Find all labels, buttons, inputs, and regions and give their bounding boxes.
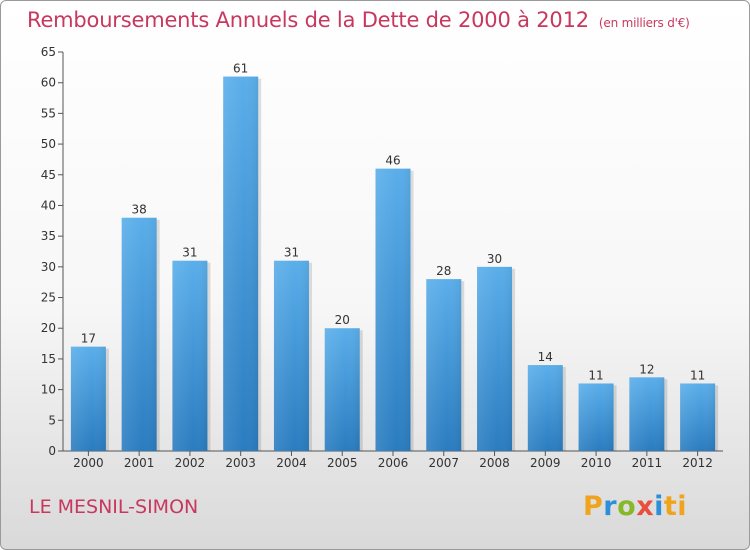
x-tick-label: 2008	[479, 456, 510, 470]
bar-sheen	[172, 260, 208, 451]
y-tick-label: 20	[41, 321, 56, 335]
x-tick-label: 2009	[530, 456, 561, 470]
x-tick-label: 2011	[632, 456, 663, 470]
bar-sheen	[629, 377, 665, 451]
bar-sheen	[477, 266, 513, 451]
logo-letter: o	[617, 491, 637, 522]
bar-sheen	[527, 365, 563, 451]
bar-value-label: 31	[182, 246, 197, 260]
bars-group	[70, 76, 719, 452]
title-unit: (en milliers d'€)	[598, 16, 690, 30]
y-tick-label: 60	[41, 76, 56, 90]
bar-value-label: 20	[335, 313, 350, 327]
y-tick-label: 25	[41, 291, 56, 305]
bar-sheen	[426, 279, 462, 451]
labels-group: 2000 17 2001 38 2002 31 2003 61 2004 31 2005 20 2006…	[73, 62, 713, 470]
x-tick-label: 2005	[327, 456, 358, 470]
bar-value-label: 61	[233, 62, 248, 76]
bar-value-label: 31	[284, 246, 299, 260]
bar-sheen	[578, 383, 614, 451]
y-tick-label: 0	[48, 444, 56, 458]
x-tick-label: 2007	[428, 456, 459, 470]
x-tick-label: 2010	[581, 456, 612, 470]
logo-letter: x	[636, 491, 655, 522]
title-text: Remboursements Annuels de la Dette de 20…	[27, 8, 589, 32]
place-name: LE MESNIL-SIMON	[29, 496, 199, 518]
chart-title: Remboursements Annuels de la Dette de 20…	[27, 8, 690, 32]
bar-sheen	[324, 328, 360, 451]
y-tick-label: 30	[41, 260, 56, 274]
y-tick-label: 35	[41, 229, 56, 243]
bar-sheen	[273, 260, 309, 451]
x-tick-label: 2004	[276, 456, 307, 470]
x-tick-label: 2012	[682, 456, 713, 470]
y-tick-label: 15	[41, 352, 56, 366]
axes: 0 5 10 15 20 25 30 35 40 45 50 55 60 65	[41, 45, 723, 458]
bar-value-label: 12	[639, 362, 654, 376]
x-tick-label: 2006	[378, 456, 409, 470]
bar-value-label: 46	[385, 154, 400, 168]
logo-letter: t	[663, 491, 678, 522]
logo-letter: i	[677, 491, 688, 522]
y-tick-label: 45	[41, 168, 56, 182]
y-tick-label: 40	[41, 198, 56, 212]
bar-value-label: 14	[538, 350, 553, 364]
bar-sheen	[121, 217, 157, 451]
logo-letter: P	[583, 491, 604, 522]
y-tick-label: 65	[41, 45, 56, 59]
bar-value-label: 30	[487, 252, 502, 266]
bar-value-label: 17	[81, 332, 96, 346]
bar-sheen	[223, 76, 259, 452]
bar-value-label: 11	[588, 368, 603, 382]
bar-sheen	[375, 168, 411, 451]
proxiti-logo: Proxiti	[583, 491, 687, 522]
x-tick-label: 2001	[124, 456, 155, 470]
y-tick-label: 10	[41, 383, 56, 397]
y-tick-label: 55	[41, 106, 56, 120]
logo-letter: r	[603, 491, 618, 522]
logo-letter: i	[654, 491, 664, 522]
bar-sheen	[70, 346, 106, 451]
x-tick-label: 2003	[225, 456, 256, 470]
bar-sheen	[680, 383, 716, 451]
y-tick-label: 50	[41, 137, 56, 151]
x-tick-label: 2000	[73, 456, 104, 470]
y-tick-label: 5	[48, 413, 56, 427]
bar-value-label: 28	[436, 264, 451, 278]
x-tick-label: 2002	[175, 456, 206, 470]
bar-value-label: 38	[132, 203, 147, 217]
bar-value-label: 11	[690, 368, 705, 382]
